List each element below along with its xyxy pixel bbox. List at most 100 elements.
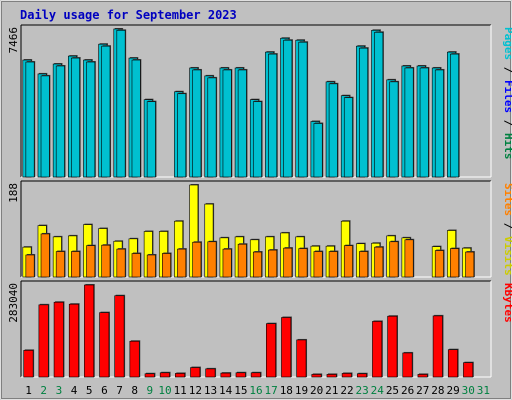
kbytes-bar-kbytes-4 xyxy=(68,303,79,378)
kbytes-bar-kbytes-30 xyxy=(463,362,474,378)
kbytes-bar-kbytes-8 xyxy=(129,340,140,378)
hits-bar-files-23 xyxy=(359,47,369,178)
hits-bar-files-2 xyxy=(40,75,50,178)
kbytes-bars xyxy=(23,284,474,378)
x-axis-labels: 1 2 3 4 5 6 7 8 9 10 11 12 13 14 15 16 17 18 19 20 21 22 23 24 2… xyxy=(25,384,490,397)
kbytes-axis-label: KBytes xyxy=(502,283,512,323)
kbytes-bar-kbytes-5 xyxy=(84,284,95,378)
hits-axis-label-part-2: Files xyxy=(502,80,512,113)
visits-bar-sites-24 xyxy=(374,246,384,278)
kbytes-bar-kbytes-27 xyxy=(417,374,428,378)
visits-bar-sites-22 xyxy=(343,245,353,278)
x-tick-label-13: 13 xyxy=(204,384,217,397)
hits-axis-label-part-1: / xyxy=(502,60,512,80)
kbytes-bar-kbytes-18 xyxy=(281,317,292,378)
x-tick-label-14: 14 xyxy=(219,384,233,397)
kbytes-bar-kbytes-6 xyxy=(99,312,110,378)
kbytes-bar-kbytes-1 xyxy=(23,350,34,378)
visits-bar-sites-29 xyxy=(450,248,460,278)
hits-bar-files-14 xyxy=(222,69,232,178)
hits-bar-files-9 xyxy=(146,101,156,178)
kbytes-bar-kbytes-22 xyxy=(341,373,352,378)
kbytes-bar-kbytes-9 xyxy=(144,373,155,378)
hits-bar-files-24 xyxy=(374,31,384,178)
x-tick-label-10: 10 xyxy=(158,384,171,397)
hits-ymax-label: 7466 xyxy=(7,27,20,54)
kbytes-bar-kbytes-21 xyxy=(326,374,337,378)
x-tick-label-11: 11 xyxy=(174,384,187,397)
x-tick-label-4: 4 xyxy=(71,384,78,397)
x-tick-label-20: 20 xyxy=(310,384,323,397)
hits-bar-files-7 xyxy=(116,30,126,178)
x-tick-label-28: 28 xyxy=(431,384,444,397)
x-tick-label-23: 23 xyxy=(356,384,369,397)
hits-bar-files-16 xyxy=(252,101,262,178)
visits-bar-sites-19 xyxy=(298,248,308,278)
visits-bars xyxy=(22,184,475,278)
x-tick-label-17: 17 xyxy=(265,384,278,397)
kbytes-bar-kbytes-26 xyxy=(402,352,413,378)
x-tick-label-31: 31 xyxy=(477,384,490,397)
hits-bar-files-28 xyxy=(434,69,444,178)
hits-axis-label-part-0: Pages xyxy=(502,27,512,60)
kbytes-bar-kbytes-7 xyxy=(114,295,125,378)
kbytes-bar-kbytes-12 xyxy=(190,367,201,378)
visits-axis-label-part-1: / xyxy=(502,216,512,236)
hits-bar-files-1 xyxy=(25,61,35,178)
visits-bar-sites-26 xyxy=(404,239,414,278)
kbytes-bar-kbytes-15 xyxy=(235,372,246,378)
x-tick-label-7: 7 xyxy=(116,384,123,397)
x-tick-label-5: 5 xyxy=(86,384,93,397)
kbytes-bar-kbytes-19 xyxy=(296,339,307,378)
kbytes-bar-kbytes-29 xyxy=(447,349,458,378)
visits-bar-sites-6 xyxy=(101,244,111,278)
hits-bar-files-22 xyxy=(343,97,353,178)
x-tick-label-29: 29 xyxy=(446,384,459,397)
x-tick-label-30: 30 xyxy=(462,384,475,397)
visits-axis-label: Sites / Visits xyxy=(502,183,512,276)
hits-bar-files-18 xyxy=(283,39,293,178)
hits-bar-files-17 xyxy=(268,53,278,178)
x-tick-label-9: 9 xyxy=(147,384,154,397)
hits-axis-label-part-4: Hits xyxy=(502,133,512,160)
x-tick-label-27: 27 xyxy=(416,384,429,397)
visits-bar-sites-10 xyxy=(162,253,171,278)
kbytes-bar-kbytes-13 xyxy=(205,368,216,378)
kbytes-bar-kbytes-23 xyxy=(356,373,367,378)
visits-bar-sites-9 xyxy=(146,254,156,278)
hits-bar-files-20 xyxy=(313,123,323,178)
chart-title: Daily usage for September 2023 xyxy=(20,8,237,22)
visits-bar-sites-12 xyxy=(192,241,202,278)
visits-bar-sites-25 xyxy=(389,241,399,278)
visits-bar-sites-13 xyxy=(207,241,217,278)
x-tick-label-26: 26 xyxy=(401,384,414,397)
visits-bar-sites-14 xyxy=(222,248,232,278)
hits-bar-files-11 xyxy=(177,93,187,178)
x-tick-label-12: 12 xyxy=(189,384,202,397)
kbytes-ymax-label: 283040 xyxy=(7,283,20,323)
kbytes-bar-kbytes-2 xyxy=(38,304,49,378)
visits-bar-sites-4 xyxy=(71,251,80,278)
visits-bar-sites-18 xyxy=(283,247,293,278)
visits-bar-sites-20 xyxy=(313,251,323,278)
x-tick-label-15: 15 xyxy=(234,384,247,397)
visits-axis-label-part-2: Visits xyxy=(502,236,512,276)
visits-bar-sites-30 xyxy=(465,251,475,278)
x-tick-label-19: 19 xyxy=(295,384,308,397)
x-tick-label-6: 6 xyxy=(101,384,108,397)
hits-bar-files-6 xyxy=(101,45,111,178)
hits-bar-files-15 xyxy=(237,69,247,178)
kbytes-bar-kbytes-3 xyxy=(53,301,64,378)
kbytes-bar-kbytes-10 xyxy=(159,372,170,378)
kbytes-bar-kbytes-11 xyxy=(175,373,186,378)
hits-bar-files-5 xyxy=(86,61,96,178)
visits-bar-sites-7 xyxy=(116,248,126,278)
visits-bar-sites-1 xyxy=(25,254,35,278)
x-tick-label-3: 3 xyxy=(56,384,63,397)
hits-bar-files-3 xyxy=(55,65,65,178)
visits-bar-sites-28 xyxy=(434,250,444,278)
hits-bar-files-25 xyxy=(389,81,399,178)
hits-bar-files-4 xyxy=(71,57,80,178)
visits-bar-sites-15 xyxy=(237,243,247,278)
